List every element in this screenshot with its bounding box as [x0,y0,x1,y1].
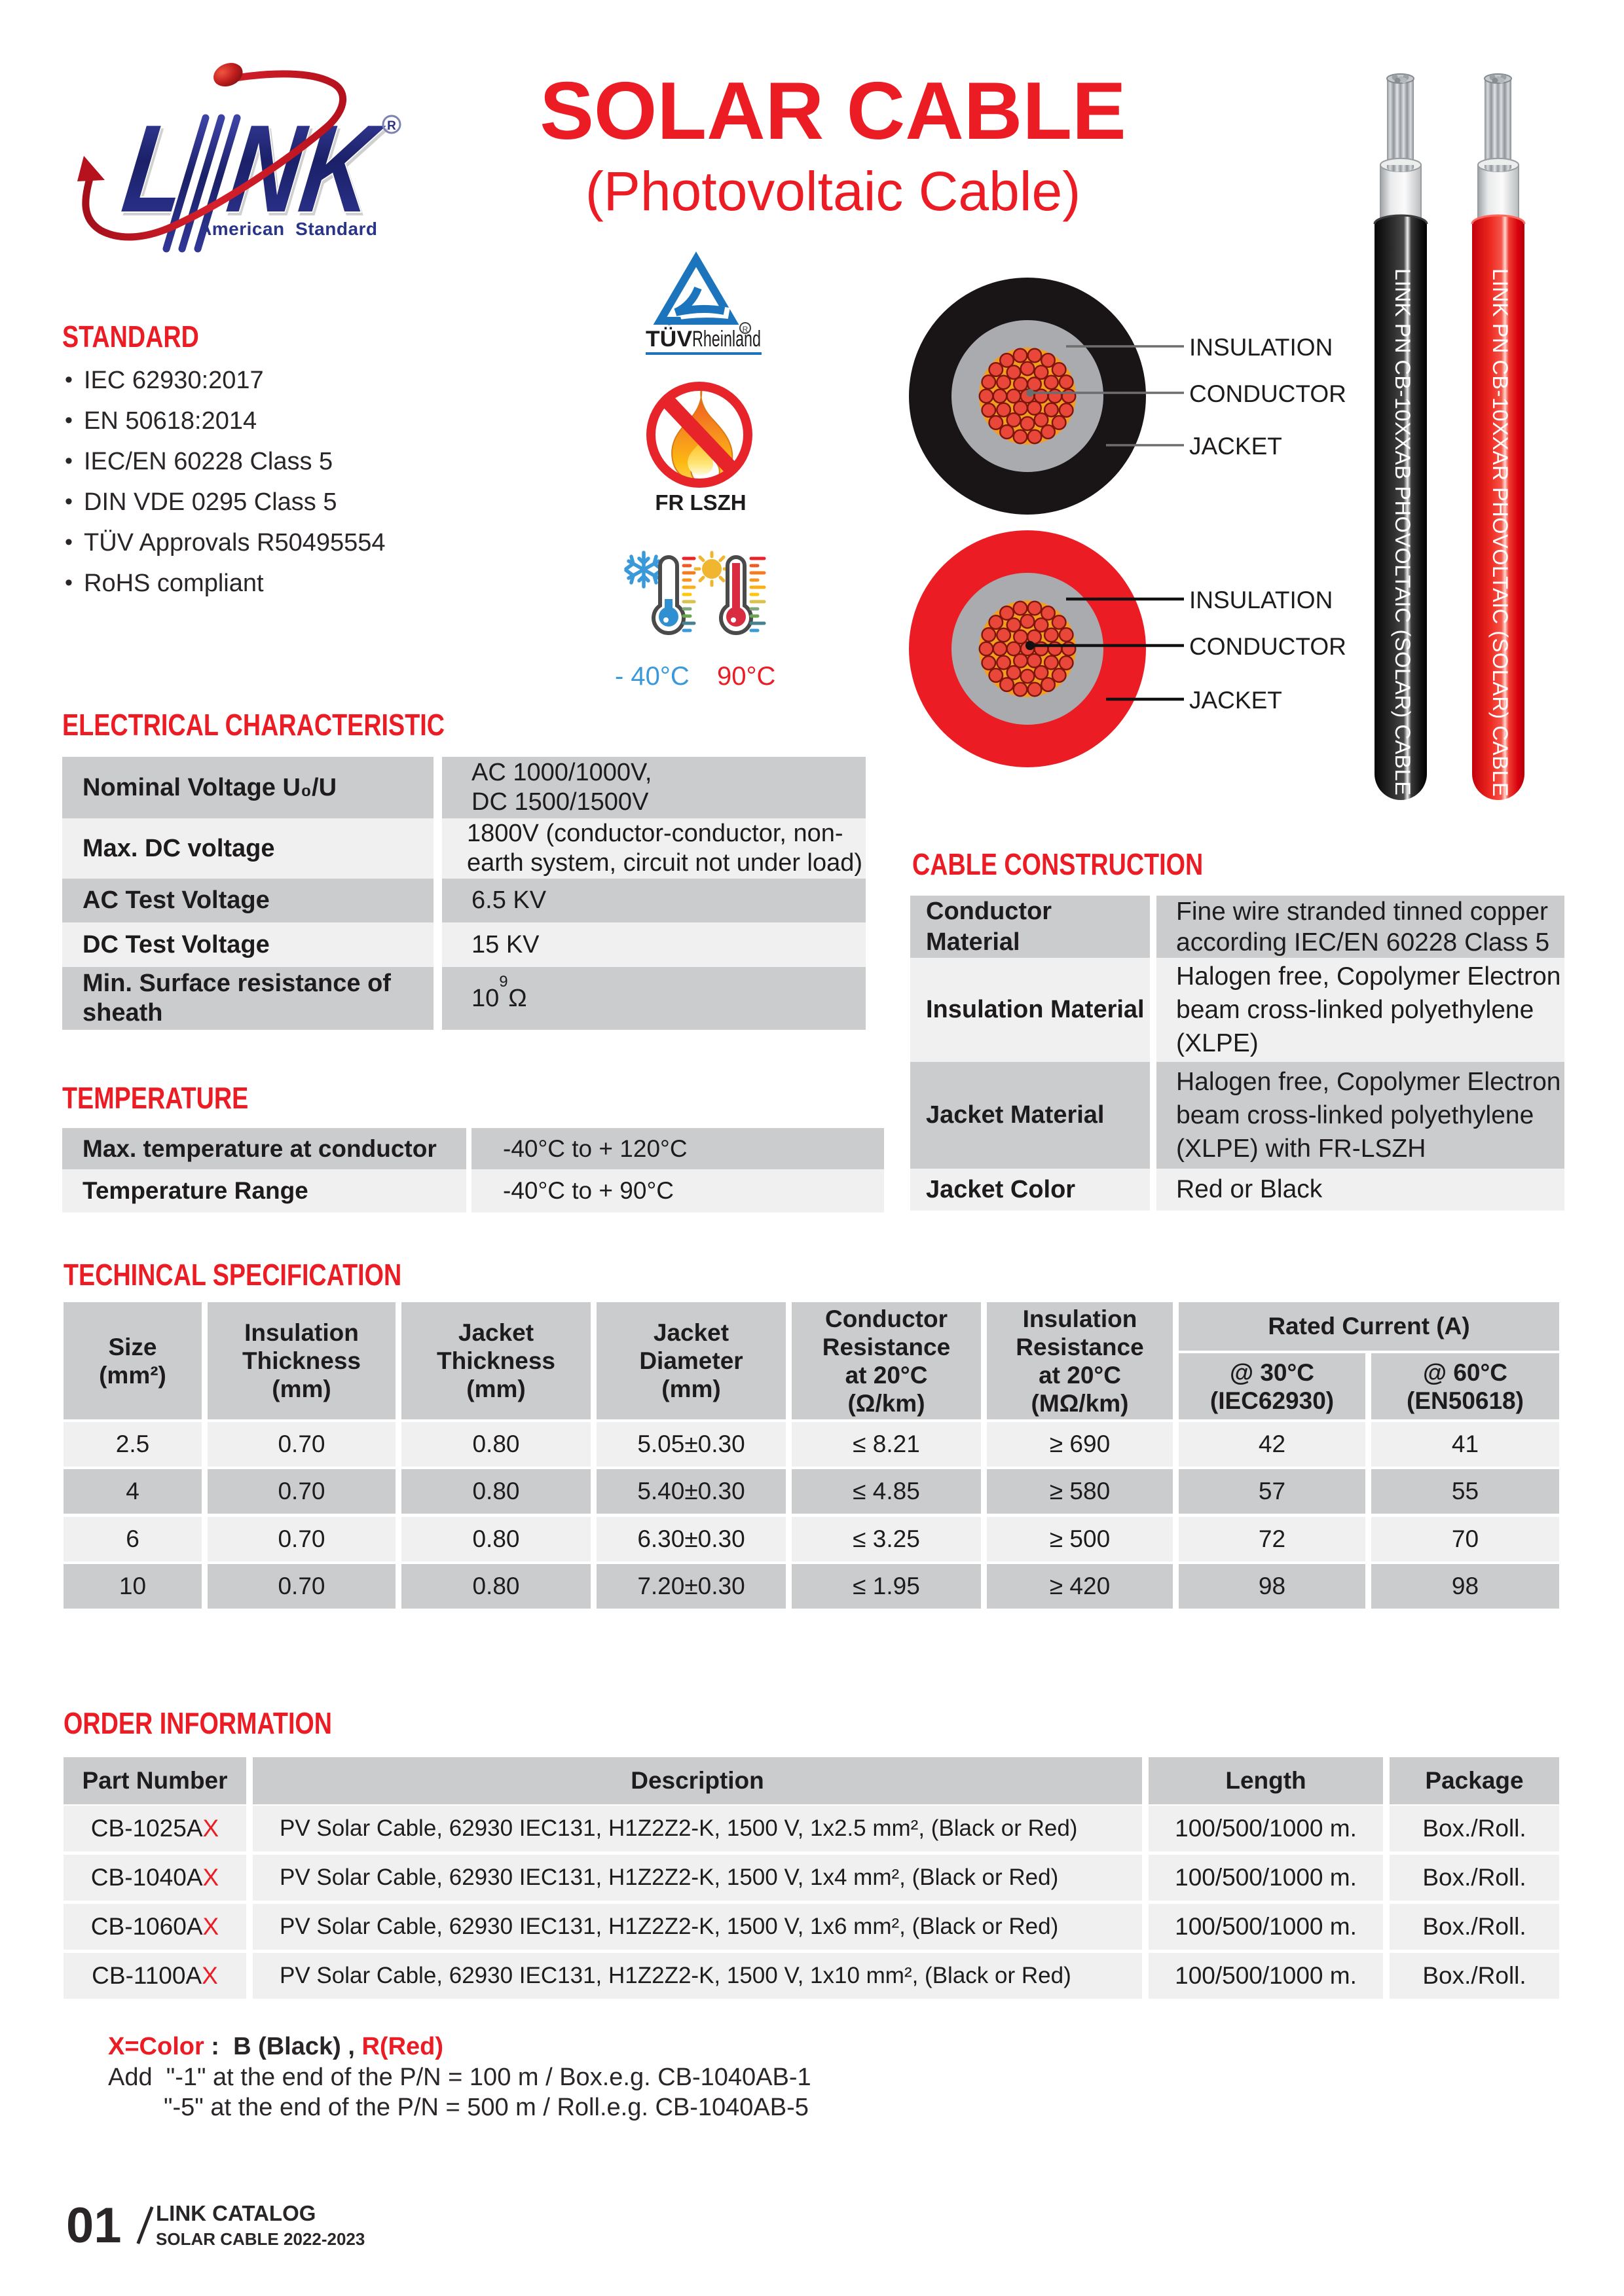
svg-text:INSULATION: INSULATION [1189,334,1333,361]
svg-text:LINK PN CB-10XXAB PHOVOLTAIC (: LINK PN CB-10XXAB PHOVOLTAIC (SOLAR) CAB… [1391,268,1414,795]
svg-text:INSULATION: INSULATION [1189,587,1333,613]
svg-text:CONDUCTOR: CONDUCTOR [1189,380,1346,407]
svg-text:JACKET: JACKET [1189,687,1282,714]
svg-text:NK: NK [221,99,390,238]
svg-text:Rheinland: Rheinland [692,327,761,352]
svg-text:American Standard: American Standard [198,219,378,239]
svg-text:LINK PN CB-10XXAR PHOVOLTAIC (: LINK PN CB-10XXAR PHOVOLTAIC (SOLAR) CAB… [1488,268,1512,797]
svg-text:TÜV: TÜV [646,327,692,352]
svg-text:FR LSZH: FR LSZH [655,490,746,515]
svg-text:NK: NK [223,102,392,242]
svg-text:R: R [387,119,396,133]
svg-text:JACKET: JACKET [1189,433,1282,460]
svg-text:R: R [743,325,748,334]
svg-text:CONDUCTOR: CONDUCTOR [1189,633,1346,660]
svg-text:- 40°C: - 40°C [615,662,690,691]
svg-text:90°C: 90°C [717,662,775,691]
